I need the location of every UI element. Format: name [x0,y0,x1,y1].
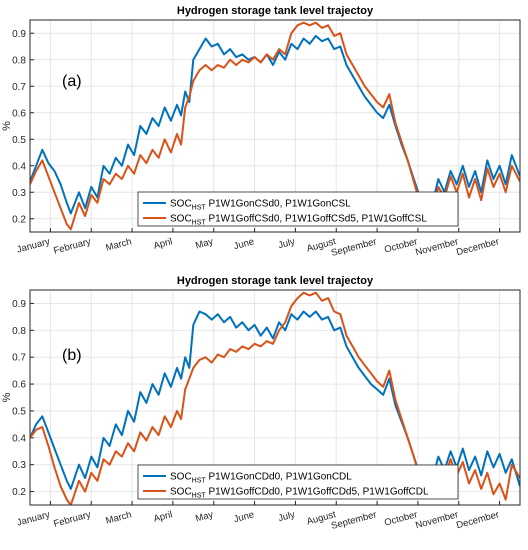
chart-title: Hydrogen storage tank level trajectoy [177,275,374,287]
y-tick-label: 0.3 [12,188,26,199]
chart-panel-1: 0.2 0.3 0.4 0.5 0.6 0.7 0.8 0.9 January February M… [1,5,521,259]
legend-name-rest: P1W1GonCDd0, P1W1GonCDL [206,472,353,483]
month-label: April [152,236,173,252]
chart-panel-2: 0.2 0.3 0.4 0.5 0.6 0.7 0.8 0.9 January February M… [1,275,521,532]
y-axis-label: % [1,392,13,402]
axes-box [29,19,521,233]
y-tick-label: 0.4 [12,161,26,172]
y-tick-label: 0.5 [12,406,26,417]
month-label: June [233,236,256,252]
y-tick-label: 0.9 [12,299,26,310]
month-label: June [233,509,256,525]
month-label: November [414,236,459,258]
month-label: September [330,236,378,259]
month-label: April [152,509,173,525]
month-label: February [52,509,92,530]
legend-box [137,464,459,500]
legend-name-sub: HST [192,220,207,227]
legend-name-base: SOC [170,472,192,483]
legend-name-rest: P1W1GoffCDd0, P1W1GoffCDd5, P1W1GoffCDL [206,487,429,498]
legend-name-base: SOC [170,214,192,225]
month-label: November [414,509,459,531]
legend-name-sub: HST [192,493,207,500]
month-label: February [52,236,92,257]
month-label: May [194,236,214,251]
month-label: July [277,236,296,251]
y-tick-label: 0.8 [12,55,26,66]
axes-box [29,289,521,506]
legend-name-base: SOC [170,487,192,498]
legend-name-rest: P1W1GonCSd0, P1W1GonCSL [206,199,352,210]
month-label: March [105,509,133,526]
month-label: September [330,509,378,532]
y-tick-label: 0.5 [12,135,26,146]
y-tick-label: 0.8 [12,326,26,337]
month-label: October [383,509,418,528]
legend-entry-2: SOCHST P1W1GoffCSd0, P1W1GoffCSd5, P1W1G… [170,214,427,227]
legend-name-rest: P1W1GoffCSd0, P1W1GoffCSd5, P1W1GoffCSL [206,214,428,225]
legend-entry-1: SOCHST P1W1GonCDd0, P1W1GonCDL [170,472,352,485]
y-tick-label: 0.6 [12,380,26,391]
y-tick-label: 0.6 [12,108,26,119]
chart-title: Hydrogen storage tank level trajectoy [177,5,374,17]
panel-label: (a) [62,73,82,90]
y-tick-label: 0.2 [12,214,26,225]
y-tick-label: 0.2 [12,487,26,498]
legend-entry-1: SOCHST P1W1GonCSd0, P1W1GonCSL [170,199,351,212]
month-label: December [455,509,500,531]
month-label: January [16,509,52,528]
legend-name-base: SOC [170,199,192,210]
month-label: May [194,509,214,524]
month-label: December [455,236,500,258]
y-tick-label: 0.3 [12,460,26,471]
legend-name-sub: HST [192,205,207,212]
month-label: July [277,509,296,524]
legend-box [137,191,459,227]
y-tick-label: 0.7 [12,82,26,93]
y-axis-label: % [1,121,13,131]
legend-entry-2: SOCHST P1W1GoffCDd0, P1W1GoffCDd5, P1W1G… [170,487,429,500]
panel-label: (b) [62,347,82,364]
month-label: March [105,236,133,253]
y-tick-label: 0.4 [12,433,26,444]
y-tick-label: 0.9 [12,29,26,40]
legend-name-sub: HST [192,478,207,485]
month-label: January [16,236,52,255]
y-tick-label: 0.7 [12,353,26,364]
month-label: October [383,236,418,255]
